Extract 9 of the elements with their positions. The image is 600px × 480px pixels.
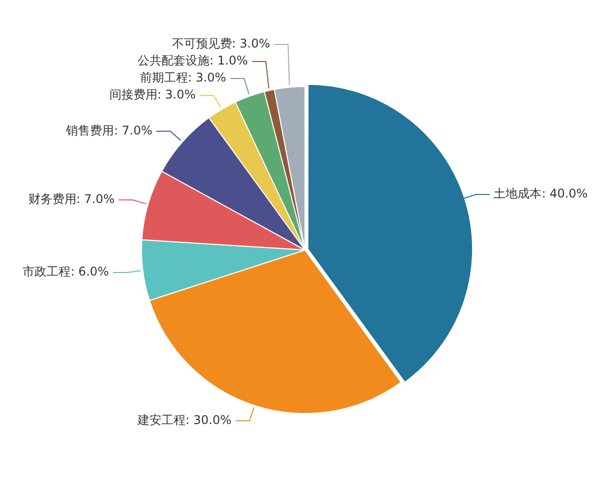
- slice-label: 市政工程: 6.0%: [22, 264, 109, 279]
- slice-label: 财务费用: 7.0%: [28, 192, 115, 206]
- slice-label: 间接费用: 3.0%: [109, 88, 196, 102]
- slice-label: 建安工程: 30.0%: [136, 412, 232, 427]
- slice-label: 前期工程: 3.0%: [140, 70, 226, 85]
- slice-label: 公共配套设施: 1.0%: [138, 54, 248, 68]
- slice-label: 不可预见费: 3.0%: [172, 36, 270, 51]
- slice-label: 土地成本: 40.0%: [494, 186, 588, 201]
- slice-label: 销售费用: 7.0%: [65, 123, 152, 138]
